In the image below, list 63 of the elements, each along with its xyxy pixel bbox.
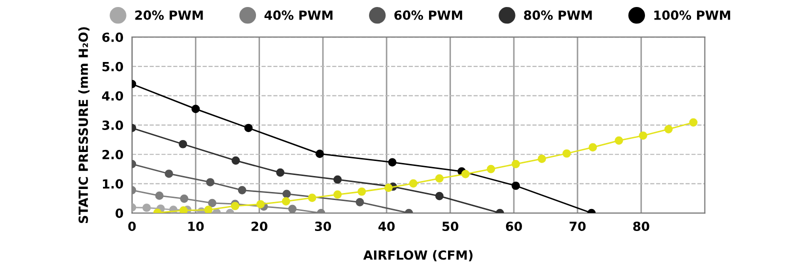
point — [562, 149, 571, 158]
y-tick-label: 6.0 — [102, 32, 124, 42]
point — [179, 206, 188, 214]
x-tick-label: 70 — [570, 222, 586, 232]
legend-label: 60% PWM — [394, 10, 462, 20]
point — [206, 178, 214, 186]
point — [155, 192, 164, 200]
point — [256, 200, 265, 208]
point — [308, 194, 316, 202]
point — [588, 143, 597, 152]
point — [388, 158, 396, 166]
legend-label: 20% PWM — [135, 10, 203, 20]
point — [664, 124, 673, 134]
point — [512, 182, 520, 190]
point — [282, 197, 290, 206]
point — [288, 204, 297, 214]
legend-label: 100% PWM — [654, 10, 730, 20]
point — [358, 187, 366, 196]
point — [232, 156, 240, 165]
point — [356, 198, 364, 206]
point — [282, 190, 291, 198]
point — [486, 164, 496, 174]
x-tick-label: 60 — [506, 222, 522, 232]
point — [142, 204, 151, 212]
legend-label: 80% PWM — [524, 10, 592, 20]
point — [276, 168, 284, 177]
point — [689, 118, 698, 127]
y-tick-label: 1.0 — [102, 179, 124, 189]
x-tick-label: 80 — [633, 222, 650, 232]
x-tick-label: 0 — [128, 222, 136, 232]
point — [204, 206, 213, 214]
y-axis-title: STATIC PRESSURE (mm H₂O) — [78, 27, 90, 224]
x-tick-label: 10 — [188, 222, 204, 232]
point — [461, 170, 470, 178]
x-tick-label: 40 — [378, 222, 395, 232]
point — [538, 154, 546, 163]
point — [316, 150, 324, 158]
point — [208, 198, 216, 208]
x-tick-label: 30 — [315, 222, 332, 232]
point — [244, 124, 253, 132]
point — [435, 192, 444, 200]
y-tick-label: 4.0 — [102, 91, 124, 101]
x-tick-label: 20 — [252, 222, 268, 232]
x-tick-label: 50 — [442, 222, 458, 232]
point — [191, 104, 200, 114]
y-tick-label: 0 — [116, 208, 124, 218]
y-tick-label: 2.0 — [102, 150, 124, 160]
point — [238, 186, 246, 194]
point — [333, 190, 342, 199]
x-axis-title: AIRFLOW (CFM) — [363, 250, 472, 262]
y-tick-label: 5.0 — [102, 62, 124, 72]
point — [512, 160, 520, 168]
point — [178, 140, 188, 148]
point — [384, 184, 393, 192]
legend-label: 40% PWM — [264, 10, 332, 20]
point — [614, 136, 624, 145]
y-tick-label: 3.0 — [102, 120, 124, 130]
point — [164, 170, 174, 178]
point — [435, 174, 444, 183]
point — [409, 179, 418, 188]
point — [638, 131, 648, 140]
point — [180, 194, 188, 203]
point — [333, 175, 342, 184]
